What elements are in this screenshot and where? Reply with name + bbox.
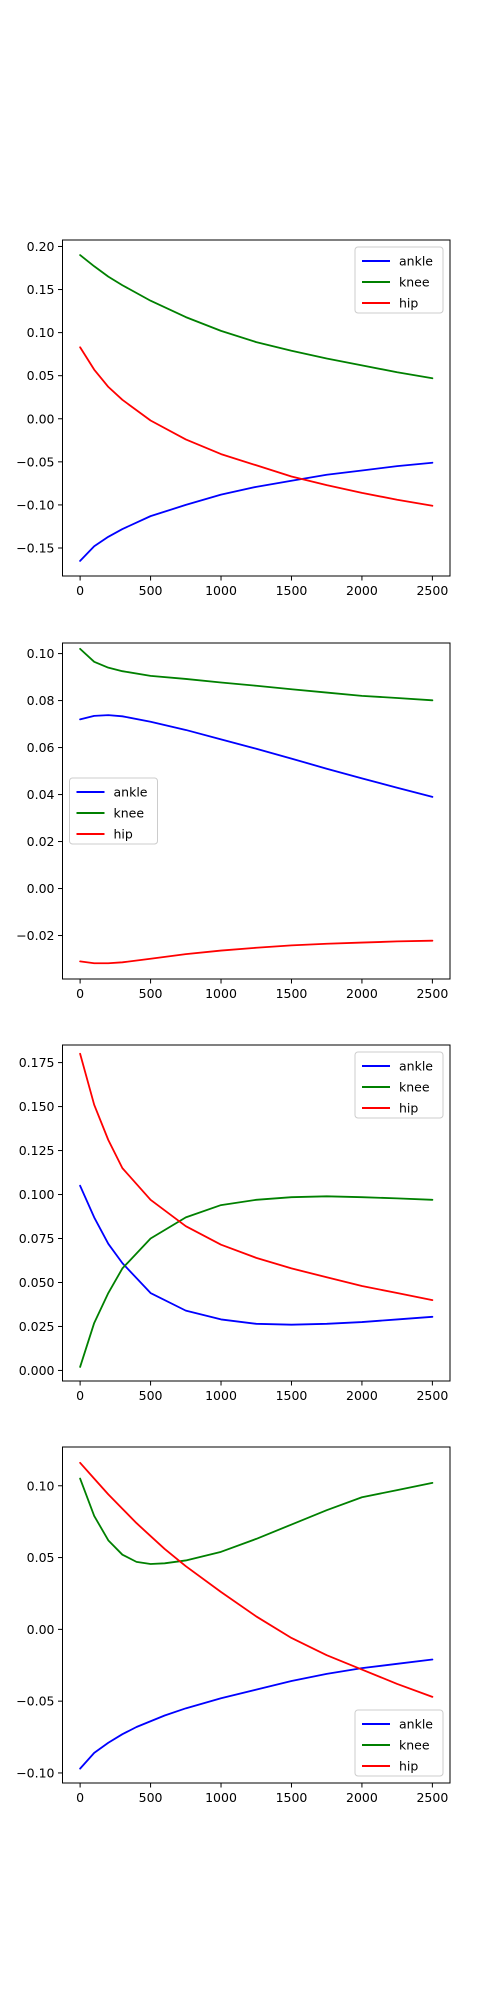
legend-box — [354, 1051, 444, 1119]
y-tick-label: 0.050 — [19, 1275, 55, 1290]
x-tick-label: 2000 — [346, 1388, 378, 1403]
x-tick-label: 1000 — [205, 1388, 237, 1403]
axes-frame — [62, 1446, 451, 1784]
x-tick-label: 500 — [139, 986, 163, 1001]
legend-label-ankle: ankle — [399, 1717, 433, 1732]
legend-label-knee: knee — [399, 1080, 430, 1095]
y-tick-label: 0.05 — [27, 1550, 55, 1565]
axes-frame — [62, 642, 451, 980]
y-tick-label: 0.00 — [27, 411, 55, 426]
y-tick-label: 0.125 — [19, 1143, 55, 1158]
x-tick-label: 2500 — [416, 1388, 448, 1403]
y-tick-label: −0.15 — [16, 541, 54, 556]
legend-box — [69, 777, 158, 845]
y-tick-label: 0.05 — [27, 368, 55, 383]
legend-label-ankle: ankle — [399, 254, 433, 269]
x-tick-label: 2000 — [346, 1790, 378, 1805]
y-tick-label: 0.150 — [19, 1099, 55, 1114]
x-tick-label: 1000 — [205, 1790, 237, 1805]
y-tick-label: 0.100 — [19, 1187, 55, 1202]
x-tick-label: 500 — [139, 1388, 163, 1403]
series-line-hip — [79, 939, 434, 965]
y-tick-label: 0.04 — [27, 787, 55, 802]
x-tick-label: 2000 — [346, 583, 378, 598]
x-tick-label: 2000 — [346, 986, 378, 1001]
series-line-knee — [79, 1477, 434, 1565]
chart-panel-1: 0 500 1000 1500 2000 2500 −0.15 −0.10 −0.05 0.00 0… — [16, 239, 451, 598]
y-tick-label: 0.08 — [27, 693, 55, 708]
y-tick-label: 0.075 — [19, 1231, 55, 1246]
series-line-knee — [79, 1195, 434, 1368]
y-tick-label: 0.06 — [27, 740, 55, 755]
x-tick-label: 0 — [76, 986, 84, 1001]
legend-label-hip: hip — [399, 1759, 418, 1774]
legend-label-knee: knee — [399, 1738, 430, 1753]
chart-panel-4: 0 500 1000 1500 2000 2500 −0.10 −0.05 0.00 0.05 0.… — [16, 1446, 451, 1805]
legend-label-knee: knee — [399, 275, 430, 290]
legend-label-hip: hip — [114, 827, 133, 842]
legend: ankle knee hip — [354, 1709, 444, 1777]
y-tick-label: 0.00 — [27, 881, 55, 896]
y-tick-label: −0.05 — [16, 1694, 54, 1709]
y-tick-label: −0.02 — [16, 928, 54, 943]
axes-frame — [62, 1044, 451, 1382]
y-tick-label: 0.00 — [27, 1622, 55, 1637]
legend-label-hip: hip — [399, 296, 418, 311]
series-line-ankle — [79, 1184, 434, 1326]
x-tick-label: 1000 — [205, 986, 237, 1001]
x-tick-label: 0 — [76, 583, 84, 598]
series-line-ankle — [79, 714, 434, 798]
series-line-hip — [79, 346, 434, 507]
y-tick-label: 0.025 — [19, 1319, 55, 1334]
x-tick-label: 500 — [139, 1790, 163, 1805]
x-tick-label: 1500 — [276, 986, 308, 1001]
x-tick-label: 1500 — [276, 583, 308, 598]
y-tick-label: 0.000 — [19, 1363, 55, 1378]
legend: ankle knee hip — [354, 246, 444, 314]
y-tick-label: 0.02 — [27, 834, 55, 849]
y-tick-label: 0.10 — [27, 646, 55, 661]
y-tick-label: 0.10 — [27, 1478, 55, 1493]
x-tick-label: 500 — [139, 583, 163, 598]
series-line-knee — [79, 254, 434, 380]
legend-box — [354, 1709, 444, 1777]
series-line-hip — [79, 1461, 434, 1698]
y-tick-label: −0.10 — [16, 1765, 54, 1780]
y-tick-label: 0.20 — [27, 239, 55, 254]
legend-label-ankle: ankle — [114, 785, 148, 800]
legend-label-ankle: ankle — [399, 1059, 433, 1074]
y-tick-label: 0.10 — [27, 325, 55, 340]
chart-panel-3: 0 500 1000 1500 2000 2500 0.000 0.025 0.050 0.075… — [19, 1044, 451, 1403]
y-tick-label: 0.175 — [19, 1055, 55, 1070]
x-tick-label: 1500 — [276, 1388, 308, 1403]
legend-label-hip: hip — [399, 1101, 418, 1116]
axes-frame — [62, 239, 451, 577]
x-tick-label: 2500 — [416, 583, 448, 598]
legend: ankle knee hip — [354, 1051, 444, 1119]
y-tick-label: −0.05 — [16, 454, 54, 469]
x-tick-label: 2500 — [416, 986, 448, 1001]
x-tick-label: 1000 — [205, 583, 237, 598]
series-line-ankle — [79, 461, 434, 562]
series-line-hip — [79, 1052, 434, 1301]
legend-box — [354, 246, 444, 314]
chart-panel-2: 0 500 1000 1500 2000 2500 −0.02 0.00 0.02 0.04 0.0… — [16, 642, 451, 1001]
y-tick-label: −0.10 — [16, 497, 54, 512]
x-tick-label: 2500 — [416, 1790, 448, 1805]
series-line-ankle — [79, 1658, 434, 1770]
legend: ankle knee hip — [69, 777, 158, 845]
x-tick-label: 0 — [76, 1790, 84, 1805]
series-line-knee — [79, 647, 434, 702]
y-tick-label: 0.15 — [27, 282, 55, 297]
x-tick-label: 1500 — [276, 1790, 308, 1805]
legend-label-knee: knee — [114, 806, 145, 821]
x-tick-label: 0 — [76, 1388, 84, 1403]
